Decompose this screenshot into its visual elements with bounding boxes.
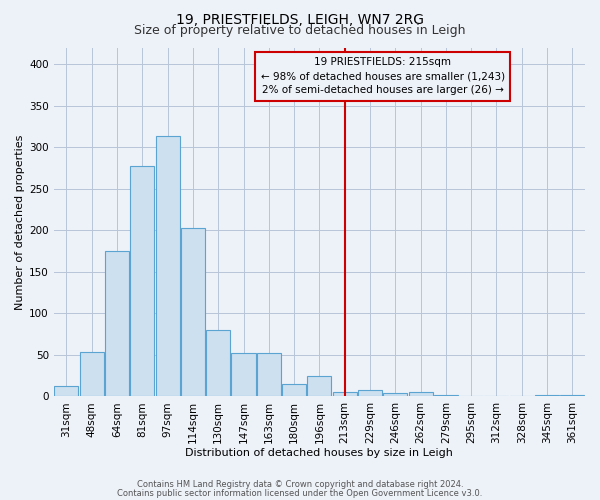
- Bar: [282, 384, 306, 396]
- X-axis label: Distribution of detached houses by size in Leigh: Distribution of detached houses by size …: [185, 448, 454, 458]
- Text: 19 PRIESTFIELDS: 215sqm
← 98% of detached houses are smaller (1,243)
2% of semi-: 19 PRIESTFIELDS: 215sqm ← 98% of detache…: [260, 58, 505, 96]
- Bar: [232, 353, 256, 397]
- Bar: [155, 136, 179, 396]
- Bar: [409, 392, 433, 396]
- Text: Size of property relative to detached houses in Leigh: Size of property relative to detached ho…: [134, 24, 466, 37]
- Bar: [434, 394, 458, 396]
- Bar: [80, 352, 104, 397]
- Bar: [307, 376, 331, 396]
- Bar: [181, 228, 205, 396]
- Bar: [358, 390, 382, 396]
- Bar: [105, 251, 129, 396]
- Text: 19, PRIESTFIELDS, LEIGH, WN7 2RG: 19, PRIESTFIELDS, LEIGH, WN7 2RG: [176, 12, 424, 26]
- Bar: [383, 393, 407, 396]
- Bar: [130, 166, 154, 396]
- Bar: [257, 353, 281, 397]
- Bar: [332, 392, 357, 396]
- Y-axis label: Number of detached properties: Number of detached properties: [15, 134, 25, 310]
- Text: Contains HM Land Registry data © Crown copyright and database right 2024.: Contains HM Land Registry data © Crown c…: [137, 480, 463, 489]
- Bar: [560, 394, 584, 396]
- Bar: [535, 394, 559, 396]
- Bar: [55, 386, 79, 396]
- Text: Contains public sector information licensed under the Open Government Licence v3: Contains public sector information licen…: [118, 488, 482, 498]
- Bar: [206, 330, 230, 396]
